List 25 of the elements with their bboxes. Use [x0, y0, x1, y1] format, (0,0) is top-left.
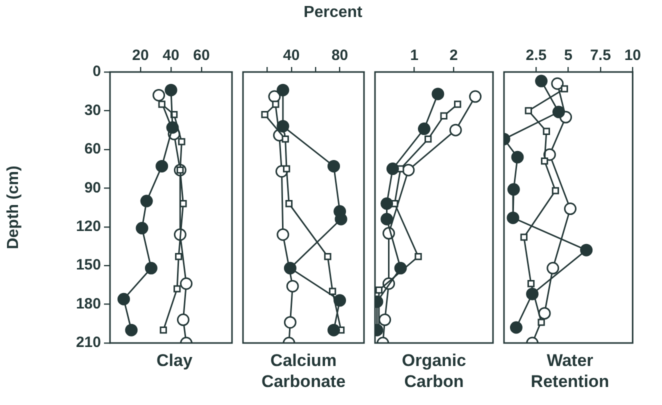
x-tick-label: 80 [331, 47, 348, 64]
y-tick-label: 0 [92, 63, 101, 80]
x-tick-label: 40 [162, 47, 180, 64]
x-tick-label: 7.5 [590, 47, 611, 64]
x-tick-label: 2.5 [526, 47, 547, 64]
y-tick-label: 150 [76, 256, 101, 274]
x-axis-title: Calcium Carbonate [260, 350, 347, 392]
x-tick-label: 60 [193, 47, 210, 64]
x-tick-label: 2 [449, 47, 458, 64]
y-tick-label: 30 [84, 102, 101, 119]
y-tick-label: 90 [84, 179, 101, 196]
x-axis-title: Water Retention [530, 350, 610, 392]
x-tick-label: 10 [624, 47, 641, 64]
x-tick-label: 5 [564, 47, 572, 64]
y-axis-title: Depth (cm) [5, 166, 22, 250]
y-tick-label: 180 [76, 295, 101, 312]
chart-title: Percent [302, 4, 364, 22]
y-tick-label: 210 [76, 334, 101, 352]
x-axis-title: Organic Carbon [400, 350, 468, 392]
y-tick-label: 120 [76, 218, 101, 235]
x-tick-label: 40 [283, 47, 300, 64]
x-tick-label: 1 [410, 47, 419, 64]
y-tick-label: 60 [84, 140, 101, 158]
x-axis-title: Clay [156, 350, 194, 371]
x-tick-label: 20 [132, 47, 149, 64]
